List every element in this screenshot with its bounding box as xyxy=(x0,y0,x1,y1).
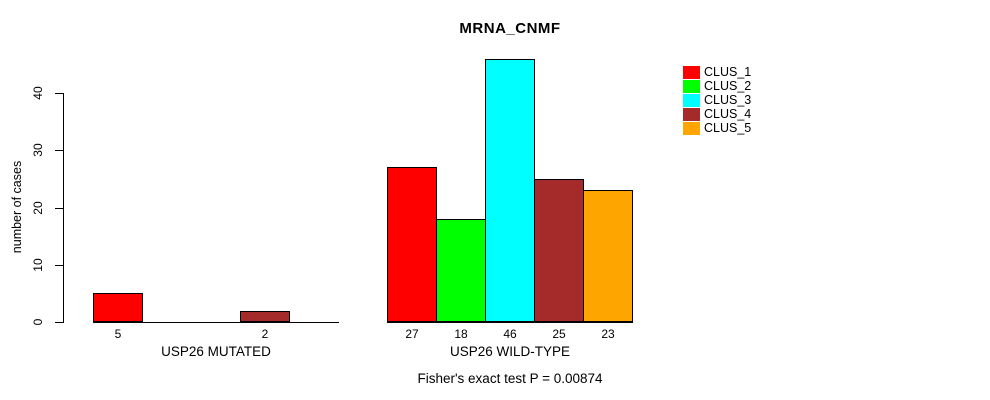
y-axis-tick xyxy=(55,93,63,94)
y-axis-tick xyxy=(55,150,63,151)
y-axis-tick xyxy=(55,265,63,266)
fisher-test-annotation: Fisher's exact test P = 0.00874 xyxy=(417,371,603,386)
legend-item: CLUS_2 xyxy=(683,80,751,93)
legend-item: CLUS_3 xyxy=(683,94,751,107)
legend: CLUS_1 CLUS_2 CLUS_3 CLUS_4 CLUS_5 xyxy=(683,66,751,136)
y-axis-tick-label: 20 xyxy=(31,201,45,215)
group-axis-line xyxy=(387,322,633,323)
bar-value-label: 2 xyxy=(261,327,269,341)
bar-value-label: 27 xyxy=(405,327,419,341)
legend-item: CLUS_4 xyxy=(683,108,751,121)
bar xyxy=(534,179,584,322)
legend-item: CLUS_5 xyxy=(683,122,751,135)
legend-swatch xyxy=(683,94,700,107)
bar xyxy=(240,311,290,322)
y-axis-tick-label: 40 xyxy=(31,86,45,100)
y-axis-tick-label: 0 xyxy=(31,318,45,326)
y-axis-line xyxy=(63,93,64,323)
legend-swatch xyxy=(683,80,700,93)
legend-label: CLUS_1 xyxy=(704,65,752,79)
bar xyxy=(93,293,143,322)
group-label: USP26 MUTATED xyxy=(161,344,271,359)
y-axis-tick-label: 30 xyxy=(31,143,45,157)
legend-label: CLUS_2 xyxy=(704,79,752,93)
y-axis-tick xyxy=(55,208,63,209)
group-axis-line xyxy=(93,322,339,323)
legend-swatch xyxy=(683,66,700,79)
bar xyxy=(436,219,486,322)
y-axis-tick xyxy=(55,322,63,323)
bar-value-label: 18 xyxy=(454,327,468,341)
legend-swatch xyxy=(683,122,700,135)
chart-title: MRNA_CNMF xyxy=(459,20,561,37)
bar xyxy=(387,167,437,322)
group-label: USP26 WILD-TYPE xyxy=(449,344,571,359)
bar-value-label: 46 xyxy=(503,327,517,341)
y-axis-title: number of cases xyxy=(10,160,24,254)
bar-value-label: 5 xyxy=(114,327,122,341)
legend-label: CLUS_5 xyxy=(704,121,752,135)
legend-label: CLUS_3 xyxy=(704,93,752,107)
bar-value-label: 23 xyxy=(601,327,615,341)
legend-item: CLUS_1 xyxy=(683,66,751,79)
bar xyxy=(583,190,633,322)
bar-value-label: 25 xyxy=(552,327,566,341)
legend-swatch xyxy=(683,108,700,121)
legend-label: CLUS_4 xyxy=(704,107,752,121)
y-axis-tick-label: 10 xyxy=(31,258,45,272)
bar xyxy=(485,59,535,322)
